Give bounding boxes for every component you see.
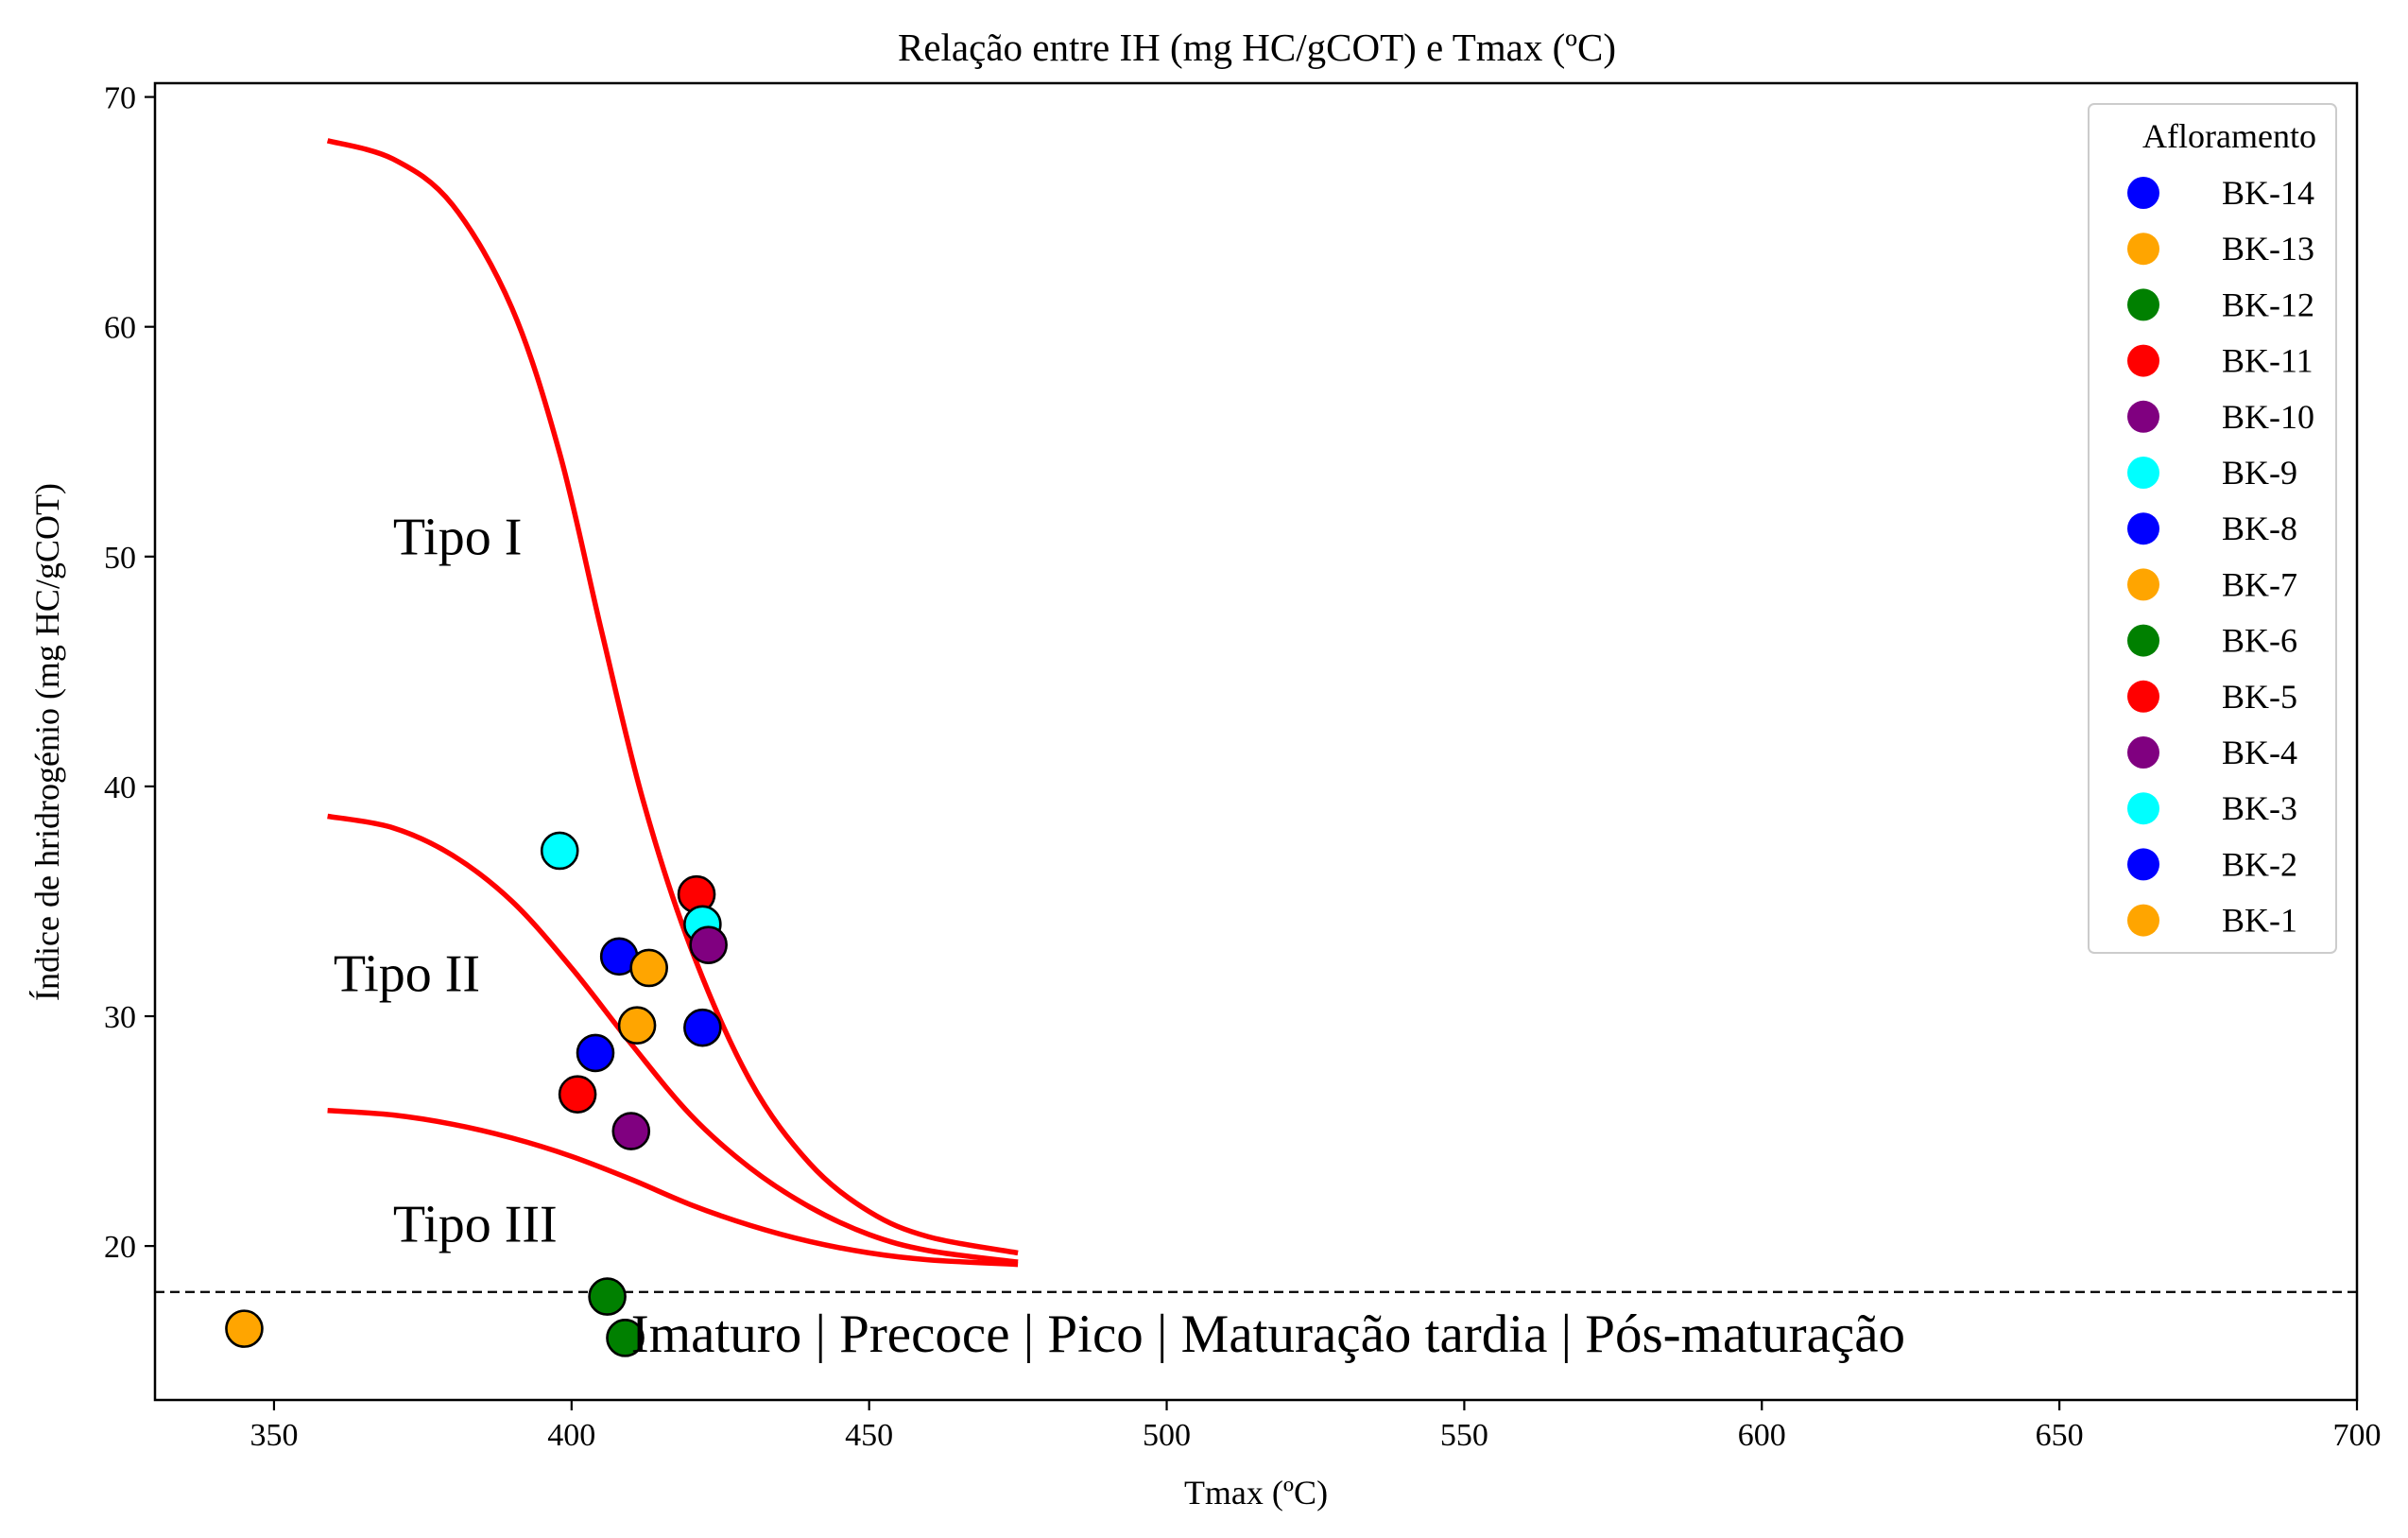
data-point-7	[617, 1006, 657, 1045]
y-tick-label-30: 30	[104, 1000, 136, 1035]
legend-marker-bk-2	[2127, 848, 2159, 881]
legend-label-bk-1: BK-1	[2222, 902, 2297, 940]
legend-marker-bk-4	[2127, 736, 2159, 769]
plot-frame	[153, 81, 2359, 1402]
legend-label-bk-6: BK-6	[2222, 622, 2297, 660]
type-curves	[326, 138, 1019, 1268]
data-point-13	[606, 1319, 645, 1357]
legend-label-bk-4: BK-4	[2222, 734, 2297, 771]
legend-marker-bk-10	[2127, 400, 2159, 433]
region-label-1: Tipo I	[393, 508, 522, 566]
y-tick-label-50: 50	[104, 541, 136, 576]
legend-marker-bk-9	[2127, 457, 2159, 489]
x-axis-ticks: 350 400 450 500 550 600 650 700	[249, 1400, 2382, 1453]
x-tick-label-700: 700	[2333, 1418, 2382, 1453]
y-axis-ticks: 20 30 40 50 60 70	[104, 81, 155, 1265]
legend-marker-bk-3	[2127, 792, 2159, 825]
maturity-stages-label: Imaturo | Precoce | Pico | Maturação tar…	[631, 1305, 1905, 1364]
x-tick-label-350: 350	[249, 1418, 298, 1453]
legend-marker-bk-6	[2127, 624, 2159, 657]
region-label-3: Tipo III	[393, 1195, 558, 1253]
data-points	[225, 831, 728, 1357]
x-tick-label-400: 400	[547, 1418, 595, 1453]
data-point-14	[225, 1309, 264, 1348]
x-tick-label-600: 600	[1738, 1418, 1786, 1453]
data-point-12	[588, 1277, 627, 1316]
legend-label-bk-8: BK-8	[2222, 510, 2297, 547]
chart-title: Relação entre IH (mg HC/gCOT) e Tmax (ºC…	[898, 26, 1616, 69]
legend-label-bk-11: BK-11	[2222, 342, 2313, 380]
legend-label-bk-9: BK-9	[2222, 454, 2297, 492]
legend-marker-bk-11	[2127, 344, 2159, 377]
region-labels: Tipo I Tipo II Tipo III	[334, 508, 558, 1253]
legend-label-bk-13: BK-13	[2222, 230, 2314, 268]
legend-label-bk-10: BK-10	[2222, 398, 2314, 436]
x-tick-label-650: 650	[2036, 1418, 2084, 1453]
legend-title: Afloramento	[2142, 117, 2316, 155]
legend-label-bk-2: BK-2	[2222, 845, 2297, 883]
legend-marker-bk-8	[2127, 512, 2159, 545]
legend: Afloramento BK-14BK-13BK-12BK-11BK-10BK-…	[2088, 103, 2337, 954]
y-tick-label-20: 20	[104, 1230, 136, 1265]
legend-label-bk-3: BK-3	[2222, 789, 2297, 827]
curve-1	[326, 138, 1019, 1256]
region-label-2: Tipo II	[334, 944, 480, 1003]
data-point-10	[558, 1075, 597, 1114]
curve-2	[327, 813, 1019, 1265]
legend-marker-bk-7	[2127, 568, 2159, 601]
legend-marker-bk-12	[2127, 288, 2159, 321]
x-axis-label: Tmax (ºC)	[1184, 1474, 1328, 1512]
legend-label-bk-7: BK-7	[2222, 565, 2297, 603]
legend-label-bk-12: BK-12	[2222, 285, 2314, 323]
y-tick-label-70: 70	[104, 81, 136, 116]
data-point-6	[629, 948, 668, 988]
legend-label-bk-5: BK-5	[2222, 678, 2297, 716]
x-tick-label-450: 450	[845, 1418, 893, 1453]
data-point-1	[540, 831, 579, 871]
legend-label-bk-14: BK-14	[2222, 174, 2314, 212]
y-tick-label-40: 40	[104, 770, 136, 805]
legend-items: BK-14 BK-13 BK-12 BK-11 BK-10 BK-9 BK-8 BK-7 BK-…	[2127, 174, 2314, 940]
x-tick-label-550: 550	[1440, 1418, 1488, 1453]
data-point-8	[683, 1008, 722, 1047]
data-point-9	[576, 1033, 615, 1073]
y-tick-label-60: 60	[104, 311, 136, 346]
y-axis-label: Índice de hridrogénio (mg HC/gCOT)	[28, 483, 66, 1001]
legend-marker-bk-14	[2127, 177, 2159, 209]
curve-3	[327, 1107, 1019, 1268]
legend-marker-bk-5	[2127, 680, 2159, 713]
data-point-4	[689, 925, 728, 964]
x-tick-label-500: 500	[1143, 1418, 1191, 1453]
legend-marker-bk-13	[2127, 233, 2159, 266]
data-point-11	[611, 1112, 651, 1150]
legend-marker-bk-1	[2127, 904, 2159, 937]
